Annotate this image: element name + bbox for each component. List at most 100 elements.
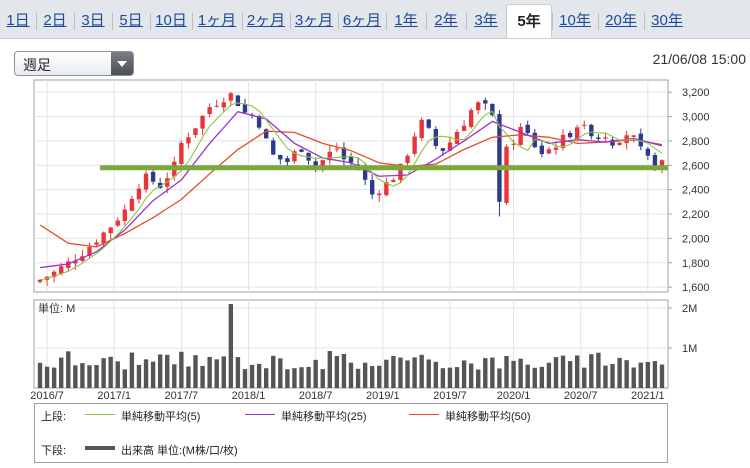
volume-bar — [589, 354, 594, 388]
tab-separator — [425, 13, 427, 30]
volume-bar — [327, 351, 332, 388]
tab-2ヶ月[interactable]: 2ヶ月 — [246, 12, 286, 29]
tab-2日[interactable]: 2日 — [43, 12, 67, 29]
volume-bar — [433, 361, 439, 388]
sma50-swatch — [409, 414, 439, 415]
volume-bar — [136, 364, 142, 388]
volume-bar — [603, 365, 608, 388]
candle-body — [136, 188, 142, 200]
volume-bar — [263, 368, 269, 388]
volume-bar — [419, 354, 424, 388]
volume-bar — [384, 359, 389, 388]
volume-bar — [334, 355, 340, 388]
volume-bar — [391, 355, 396, 388]
sma5-swatch — [85, 414, 115, 415]
candle-body — [539, 145, 545, 155]
candle-body — [200, 115, 205, 129]
volume-bar — [207, 356, 212, 388]
volume-bar — [87, 365, 92, 388]
candle-body — [129, 198, 135, 211]
tab-1年[interactable]: 1年 — [394, 12, 418, 29]
x-tick-label: 2019/1 — [366, 390, 400, 402]
sma25-swatch — [245, 414, 275, 415]
candle-body — [440, 148, 446, 151]
volume-bar — [172, 364, 177, 388]
candle-body — [348, 156, 354, 163]
tab-5年[interactable]: 5年 — [506, 4, 552, 38]
candle-body — [546, 149, 552, 154]
volume-bar — [200, 365, 205, 388]
candle-body — [447, 142, 453, 151]
candle-body — [122, 209, 128, 221]
volume-bar — [80, 363, 85, 388]
candle-body — [412, 136, 417, 154]
volume-bar — [299, 367, 304, 388]
sma50-line — [39, 130, 663, 248]
tab-3ヶ月[interactable]: 3ヶ月 — [294, 12, 334, 29]
legend-volume-label: 出来高 単位:(M株/口/枚) — [121, 445, 238, 457]
tab-20年[interactable]: 20年 — [605, 12, 637, 29]
candle-body — [299, 149, 304, 152]
volume-bar — [362, 362, 368, 388]
candle-body — [610, 139, 615, 146]
candle-body — [51, 271, 57, 278]
candle-body — [221, 102, 226, 108]
volume-bar — [186, 366, 191, 388]
candle-body — [384, 182, 389, 196]
candle-body — [391, 180, 396, 183]
tab-3年[interactable]: 3年 — [474, 12, 498, 29]
volume-bar — [426, 359, 431, 388]
volume-bar — [285, 369, 290, 388]
volume-bar — [179, 351, 184, 388]
price-tick-label: 1,800 — [682, 258, 710, 270]
period-tabs: 1日 2日 3日 5日 10日 1ヶ月 2ヶ月 3ヶ月 6ヶ月 1年 2年 3年 5年 10年 20年 30年 — [0, 0, 750, 39]
x-tick-label: 2017/7 — [165, 390, 199, 402]
candle-body — [652, 155, 658, 170]
candle-body — [518, 126, 523, 145]
candle-body — [87, 246, 92, 257]
candle-body — [341, 147, 347, 160]
volume-bar — [122, 369, 128, 388]
tab-6ヶ月[interactable]: 6ヶ月 — [342, 12, 382, 29]
sma5-line — [39, 102, 663, 281]
volume-bar — [44, 366, 50, 388]
tab-separator — [191, 13, 193, 30]
chevron-down-icon[interactable] — [111, 52, 133, 75]
tab-separator — [111, 13, 113, 30]
tab-3日[interactable]: 3日 — [81, 12, 105, 29]
volume-bar — [447, 367, 453, 388]
volume-bar — [539, 366, 545, 388]
candle-body — [292, 151, 297, 162]
candle-body — [631, 135, 636, 137]
tab-2年[interactable]: 2年 — [434, 12, 458, 29]
volume-bar — [242, 369, 248, 388]
tab-1ヶ月[interactable]: 1ヶ月 — [197, 12, 237, 29]
x-tick-label: 2018/7 — [299, 390, 333, 402]
volume-bar — [582, 367, 587, 388]
tab-5日[interactable]: 5日 — [119, 12, 143, 29]
candle-body — [242, 104, 248, 113]
tab-10年[interactable]: 10年 — [559, 12, 591, 29]
candle-body — [94, 242, 99, 245]
price-panel — [33, 79, 669, 293]
x-tick-label: 2021/1 — [631, 390, 665, 402]
volume-bar — [320, 369, 325, 388]
tab-10日[interactable]: 10日 — [155, 12, 187, 29]
volume-bar — [645, 361, 651, 388]
candle-body — [504, 146, 509, 203]
volume-bar — [511, 360, 516, 388]
volume-bar — [157, 354, 163, 388]
volume-bar — [490, 357, 495, 388]
candle-body — [426, 119, 431, 128]
candle-body — [454, 131, 460, 144]
period-select[interactable]: 週足 — [14, 51, 134, 76]
tab-30年[interactable]: 30年 — [651, 12, 683, 29]
candle-body — [278, 154, 283, 160]
legend-sma5-label: 単純移動平均(5) — [121, 411, 201, 423]
tab-1日[interactable]: 1日 — [6, 12, 30, 29]
volume-tick-label: 1M — [682, 343, 697, 355]
volume-bar — [271, 355, 276, 388]
period-select-value: 週足 — [23, 57, 51, 73]
candle-body — [193, 128, 198, 136]
